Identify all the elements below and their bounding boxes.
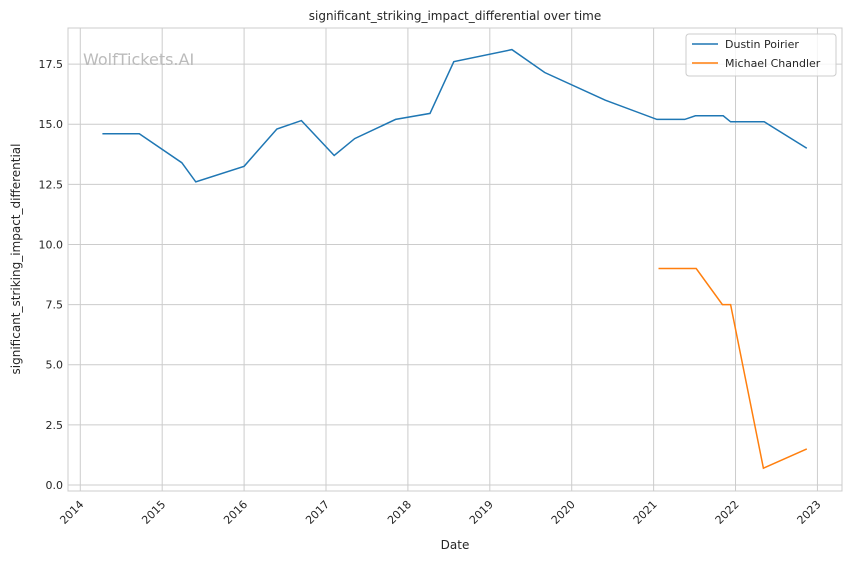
y-tick-label: 10.0: [39, 238, 64, 251]
x-tick-label: 2015: [139, 498, 168, 527]
series-line-michael-chandler: [658, 267, 808, 470]
x-tick-label: 2023: [795, 498, 824, 527]
x-tick-label: 2019: [467, 498, 496, 527]
y-tick-label: 5.0: [46, 359, 64, 372]
y-tick-label: 2.5: [46, 419, 64, 432]
x-tick-label: 2017: [303, 498, 332, 527]
x-tick-label: 2018: [385, 498, 414, 527]
x-tick-label: 2014: [57, 498, 86, 527]
legend: Dustin Poirier Michael Chandler: [685, 33, 837, 77]
x-tick-label: 2021: [631, 498, 660, 527]
y-tick-label: 0.0: [46, 479, 64, 492]
plot-area-frame: [67, 27, 843, 492]
x-tick-label: 2016: [221, 498, 250, 527]
x-axis-label: Date: [441, 538, 470, 552]
legend-label-dustin-poirier: Dustin Poirier: [725, 38, 799, 51]
x-tick-label: 2022: [713, 498, 742, 527]
y-axis-label: significant_striking_impact_differential: [9, 144, 23, 375]
legend-label-michael-chandler: Michael Chandler: [725, 57, 821, 70]
y-tick-label: 17.5: [39, 58, 64, 71]
watermark: WolfTickets.AI: [83, 50, 194, 69]
y-tick-label: 15.0: [39, 118, 64, 131]
x-tick-label: 2020: [549, 498, 578, 527]
chart-title: significant_striking_impact_differential…: [309, 9, 601, 23]
y-tick-label: 12.5: [39, 178, 64, 191]
series-line-dustin-poirier: [102, 48, 808, 183]
y-tick-label: 7.5: [46, 299, 64, 312]
